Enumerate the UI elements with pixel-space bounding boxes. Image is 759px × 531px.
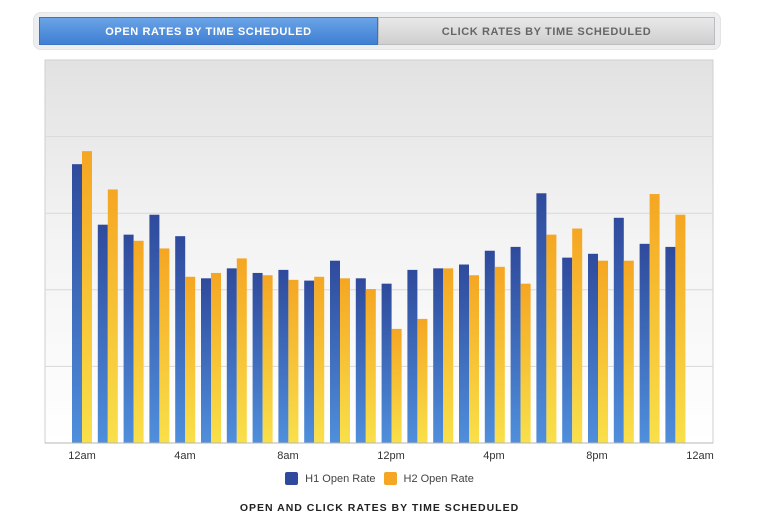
bar-h1-22[interactable] [639, 243, 650, 443]
legend-swatch-h2 [383, 472, 397, 485]
bar-h1-9[interactable] [304, 280, 315, 443]
bar-h2-14[interactable] [443, 268, 454, 443]
bar-h1-23[interactable] [665, 246, 676, 443]
bar-h2-4[interactable] [185, 276, 196, 443]
bar-h2-2[interactable] [133, 240, 144, 443]
bar-h1-14[interactable] [433, 268, 444, 443]
x-tick-label: 8pm [586, 450, 607, 462]
bar-h1-4[interactable] [175, 236, 186, 443]
legend-item-h1: H1 Open Rate [285, 472, 376, 485]
bar-h2-3[interactable] [159, 248, 170, 443]
bar-h1-6[interactable] [226, 268, 237, 443]
bar-h1-21[interactable] [613, 217, 624, 443]
bar-h1-19[interactable] [562, 257, 573, 443]
bar-h2-1[interactable] [107, 189, 118, 443]
bar-h2-9[interactable] [314, 276, 325, 443]
plot-area [44, 59, 714, 444]
legend-label-h1: H1 Open Rate [305, 472, 376, 485]
x-tick-label: 12am [68, 450, 96, 462]
x-tick-label: 4am [174, 450, 195, 462]
bar-h1-5[interactable] [201, 278, 211, 443]
legend-swatch-h1 [285, 472, 299, 485]
chart-tab-bar: OPEN RATES BY TIME SCHEDULED CLICK RATES… [33, 12, 721, 50]
legend-item-h2: H2 Open Rate [383, 472, 474, 485]
chart-caption: OPEN AND CLICK RATES BY TIME SCHEDULED [239, 502, 520, 514]
bar-h1-8[interactable] [278, 269, 289, 443]
legend-label-h2: H2 Open Rate [403, 472, 474, 485]
bar-h2-12[interactable] [391, 328, 402, 443]
x-tick-label: 12am [686, 450, 714, 462]
bar-h2-23[interactable] [675, 214, 686, 443]
bar-h1-11[interactable] [355, 278, 366, 443]
bar-h2-21[interactable] [623, 260, 634, 443]
bar-h1-15[interactable] [459, 264, 469, 443]
bar-h2-5[interactable] [211, 272, 221, 443]
bar-h2-7[interactable] [262, 275, 273, 443]
bar-h2-10[interactable] [340, 278, 350, 443]
x-tick-label: 4pm [483, 450, 504, 462]
bar-h2-19[interactable] [572, 228, 583, 443]
bar-h1-16[interactable] [484, 250, 495, 443]
tab-open-rates[interactable]: OPEN RATES BY TIME SCHEDULED [39, 17, 378, 45]
bar-h1-7[interactable] [252, 272, 263, 443]
bar-h2-22[interactable] [649, 194, 660, 443]
x-tick-label: 8am [277, 450, 298, 462]
bar-h1-2[interactable] [123, 234, 134, 443]
bar-h2-16[interactable] [494, 266, 505, 443]
tab-click-rates[interactable]: CLICK RATES BY TIME SCHEDULED [378, 17, 715, 45]
bar-h1-1[interactable] [97, 224, 108, 443]
bar-h2-13[interactable] [417, 318, 428, 443]
chart-legend: H1 Open Rate H2 Open Rate [0, 472, 759, 485]
bar-h2-6[interactable] [236, 258, 247, 443]
open-rates-chart: 12am 4am 8am 12pm 4pm 8pm 12am [44, 59, 714, 462]
bar-h2-18[interactable] [546, 234, 557, 443]
bar-h2-17[interactable] [520, 283, 531, 443]
bar-h2-8[interactable] [288, 279, 299, 443]
bar-h1-20[interactable] [588, 253, 598, 443]
bar-h2-0[interactable] [82, 151, 92, 444]
x-tick-label: 12pm [377, 450, 405, 462]
bar-h1-10[interactable] [330, 260, 340, 443]
bar-h1-18[interactable] [536, 193, 547, 443]
bar-h1-0[interactable] [72, 164, 82, 443]
bar-h1-12[interactable] [381, 283, 392, 443]
bar-h1-3[interactable] [149, 214, 160, 443]
bar-h2-20[interactable] [598, 260, 608, 443]
bar-h2-15[interactable] [469, 275, 479, 443]
bar-h2-11[interactable] [365, 289, 376, 443]
bar-h1-13[interactable] [407, 269, 418, 443]
bar-h1-17[interactable] [510, 246, 521, 443]
